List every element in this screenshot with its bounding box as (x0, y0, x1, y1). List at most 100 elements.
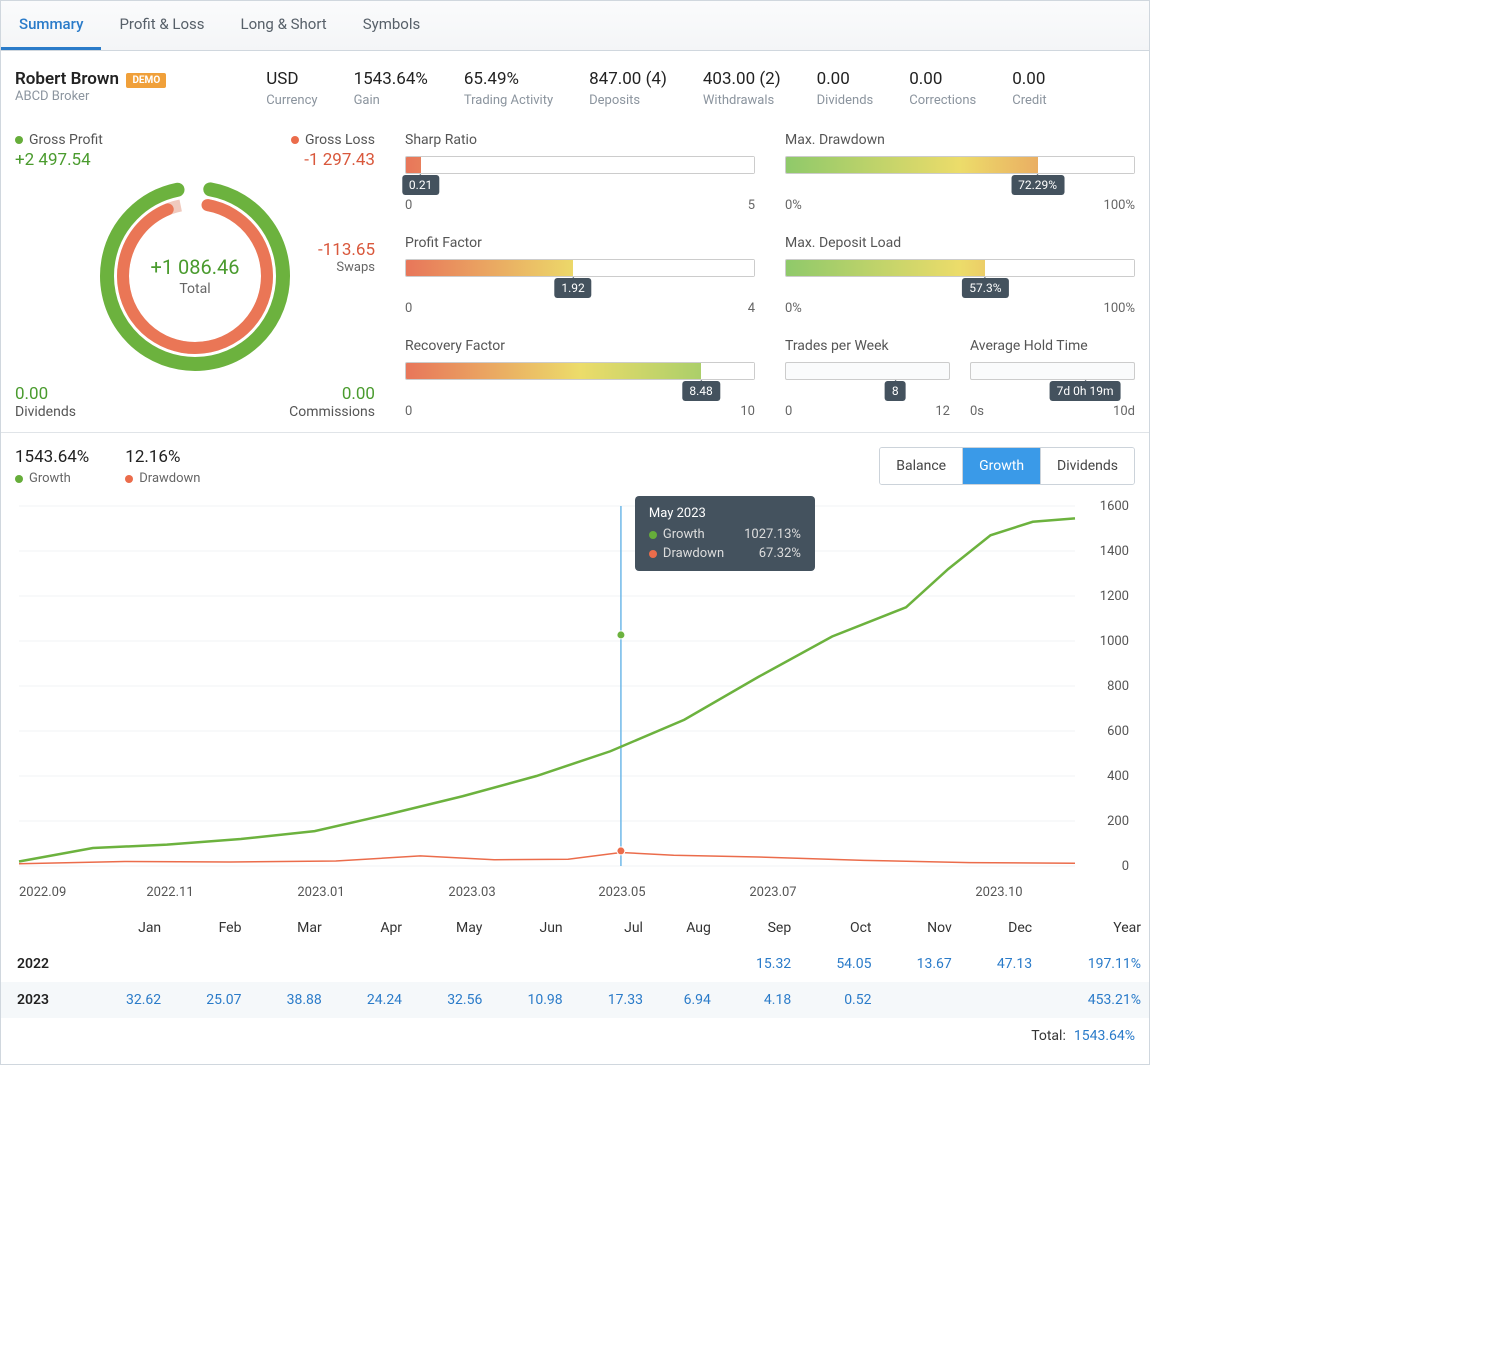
total-value: 1543.64% (1074, 1028, 1135, 1044)
table-header: Apr (330, 910, 410, 946)
table-header: Dec (960, 910, 1040, 946)
stat-activity: 65.49%Trading Activity (464, 69, 553, 108)
donut-total: +1 086.46 (150, 255, 239, 279)
table-header: Sep (719, 910, 799, 946)
gross-profit-value: +2 497.54 (15, 150, 103, 170)
table-cell[interactable]: 197.11% (1040, 946, 1149, 982)
table-header: Jun (490, 910, 570, 946)
table-cell[interactable]: 32.56 (410, 982, 490, 1018)
svg-text:1600: 1600 (1100, 499, 1129, 514)
table-cell[interactable]: 24.24 (330, 982, 410, 1018)
table-cell[interactable]: 4.18 (719, 982, 799, 1018)
gauge-max-deposit: Max. Deposit Load 57.3% 0%100% (785, 235, 1135, 316)
table-cell[interactable] (960, 982, 1040, 1018)
table-cell[interactable]: 25.07 (169, 982, 249, 1018)
table-cell[interactable] (571, 946, 651, 982)
tab-profit-loss[interactable]: Profit & Loss (101, 1, 222, 50)
svg-text:1000: 1000 (1100, 634, 1129, 649)
swaps-value: -113.65 (318, 240, 375, 260)
growth-chart[interactable]: 020040060080010001200140016002022.092022… (15, 496, 1135, 906)
dot-icon (15, 475, 23, 483)
svg-text:400: 400 (1107, 769, 1129, 784)
table-cell[interactable]: 32.62 (89, 982, 169, 1018)
stat-gain: 1543.64%Gain (354, 69, 428, 108)
table-cell[interactable]: 6.94 (651, 982, 719, 1018)
svg-text:2023.03: 2023.03 (448, 885, 495, 900)
demo-badge: DEMO (126, 73, 166, 88)
svg-text:2023.01: 2023.01 (297, 885, 344, 900)
broker-name: ABCD Broker (15, 89, 166, 104)
donut-section: Gross Profit +2 497.54 Gross Loss -1 297… (15, 132, 375, 422)
account-block: Robert Brown DEMO ABCD Broker (15, 69, 166, 108)
table-cell[interactable]: 15.32 (719, 946, 799, 982)
table-cell[interactable]: 0.52 (799, 982, 879, 1018)
stat-corrections: 0.00Corrections (909, 69, 976, 108)
tab-summary[interactable]: Summary (1, 1, 101, 50)
gauge-trades-week: Trades per Week 8 012 (785, 338, 950, 419)
table-cell[interactable]: 47.13 (960, 946, 1040, 982)
table-cell[interactable] (169, 946, 249, 982)
svg-text:2023.10: 2023.10 (975, 885, 1022, 900)
gauge-recovery: Recovery Factor 8.48 010 (405, 338, 755, 419)
table-cell[interactable]: 13.67 (879, 946, 959, 982)
table-cell[interactable] (330, 946, 410, 982)
gauge-profit-factor: Profit Factor 1.92 04 (405, 235, 755, 316)
commissions-value: 0.00 (289, 384, 375, 404)
table-cell[interactable] (651, 946, 719, 982)
table-cell[interactable] (410, 946, 490, 982)
svg-text:600: 600 (1107, 724, 1129, 739)
svg-text:2022.11: 2022.11 (146, 885, 193, 900)
svg-text:1200: 1200 (1100, 589, 1129, 604)
dot-icon (15, 136, 23, 144)
dot-icon (649, 550, 657, 558)
table-cell[interactable] (879, 982, 959, 1018)
table-header: May (410, 910, 490, 946)
stat-deposits: 847.00 (4)Deposits (589, 69, 667, 108)
header-stats: Robert Brown DEMO ABCD Broker USDCurrenc… (1, 51, 1149, 114)
table-cell[interactable] (249, 946, 329, 982)
gauge-sharp: Sharp Ratio 0.21 05 (405, 132, 755, 213)
table-cell[interactable]: 17.33 (571, 982, 651, 1018)
total-label: Total: (1031, 1028, 1066, 1044)
table-cell[interactable]: 453.21% (1040, 982, 1149, 1018)
table-header: Year (1040, 910, 1149, 946)
svg-text:2023.05: 2023.05 (598, 885, 645, 900)
tab-long-short[interactable]: Long & Short (223, 1, 345, 50)
table-header: Feb (169, 910, 249, 946)
stat-withdrawals: 403.00 (2)Withdrawals (703, 69, 781, 108)
table-cell[interactable]: 54.05 (799, 946, 879, 982)
view-dividends-button[interactable]: Dividends (1040, 448, 1134, 484)
chart-legend-drawdown: 12.16% Drawdown (125, 447, 200, 486)
dot-icon (125, 475, 133, 483)
table-cell[interactable] (490, 946, 570, 982)
svg-text:2023.07: 2023.07 (749, 885, 796, 900)
view-balance-button[interactable]: Balance (880, 448, 962, 484)
stat-dividends: 0.00Dividends (817, 69, 874, 108)
chart-tooltip: May 2023 Growth1027.13% Drawdown67.32% (635, 496, 815, 571)
dot-icon (649, 531, 657, 539)
monthly-performance-table: JanFebMarAprMayJunJulAugSepOctNovDecYear… (1, 910, 1149, 1064)
gauge-hold-time: Average Hold Time 7d 0h 19m 0s10d (970, 338, 1135, 419)
table-header: Jan (89, 910, 169, 946)
table-cell[interactable]: 38.88 (249, 982, 329, 1018)
table-header: Mar (249, 910, 329, 946)
gross-loss-value: -1 297.43 (291, 150, 375, 170)
table-year: 2022 (1, 946, 89, 982)
dot-icon (291, 136, 299, 144)
svg-text:0: 0 (1122, 859, 1129, 874)
table-header: Aug (651, 910, 719, 946)
table-cell[interactable]: 10.98 (490, 982, 570, 1018)
account-name: Robert Brown (15, 69, 119, 89)
table-cell[interactable] (89, 946, 169, 982)
svg-text:200: 200 (1107, 814, 1129, 829)
table-header: Nov (879, 910, 959, 946)
stat-currency: USDCurrency (266, 69, 317, 108)
tab-symbols[interactable]: Symbols (345, 1, 439, 50)
svg-text:2022.09: 2022.09 (19, 885, 66, 900)
view-growth-button[interactable]: Growth (962, 448, 1040, 484)
gauge-max-drawdown: Max. Drawdown 72.29% 0%100% (785, 132, 1135, 213)
stat-credit: 0.00Credit (1012, 69, 1046, 108)
table-header: Oct (799, 910, 879, 946)
table-year: 2023 (1, 982, 89, 1018)
chart-legend-growth: 1543.64% Growth (15, 447, 89, 486)
